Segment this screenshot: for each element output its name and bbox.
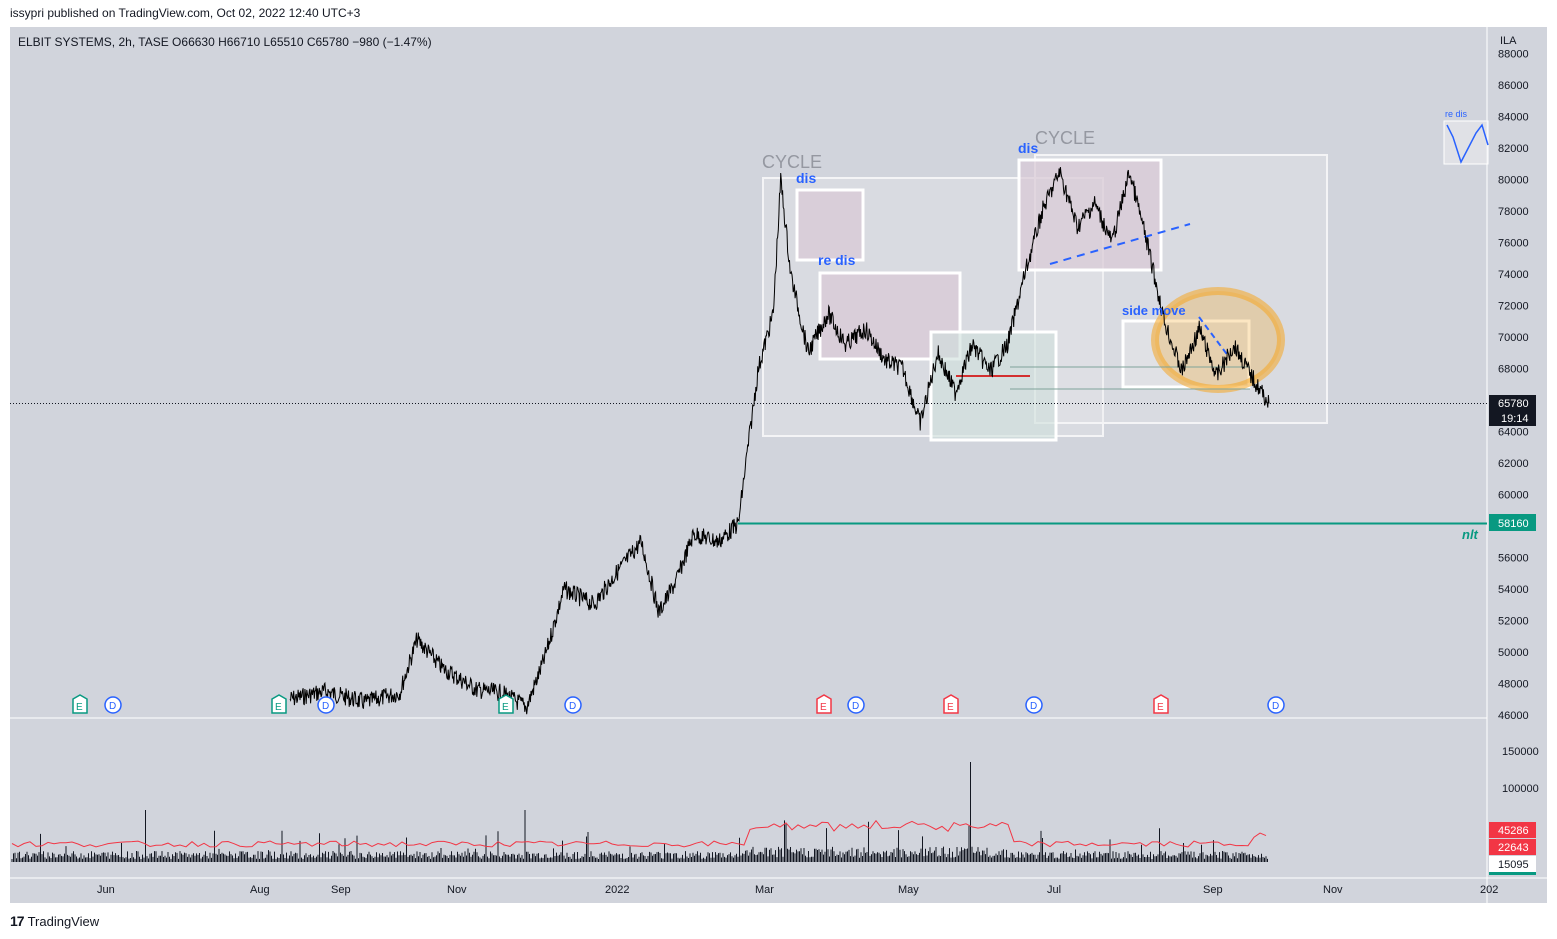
- vol-label-3: 15095: [1498, 859, 1529, 871]
- time-tick-0: Jun: [97, 884, 115, 896]
- inset-box[interactable]: [1443, 120, 1489, 165]
- trend-line[interactable]: [1049, 223, 1191, 265]
- tradingview-logo-icon[interactable]: 17: [10, 913, 25, 929]
- svg-text:D: D: [322, 701, 329, 712]
- vol-tick-100000: 100000: [1502, 783, 1539, 795]
- event-dividend-icon[interactable]: D: [1025, 696, 1043, 714]
- svg-text:D: D: [1030, 701, 1037, 712]
- price-tick-54000: 54000: [1498, 584, 1529, 596]
- price-tick-62000: 62000: [1498, 458, 1529, 470]
- svg-text:D: D: [109, 701, 116, 712]
- dis-box-1[interactable]: [795, 188, 865, 262]
- time-tick-3: Nov: [447, 884, 467, 896]
- price-tick-76000: 76000: [1498, 238, 1529, 250]
- price-tick-80000: 80000: [1498, 175, 1529, 187]
- volume-ma-line: [11, 819, 1267, 848]
- currency-label: ILA: [1500, 35, 1517, 47]
- price-tick-74000: 74000: [1498, 269, 1529, 281]
- event-dividend-icon[interactable]: D: [564, 696, 582, 714]
- time-tick-8: Sep: [1203, 884, 1223, 896]
- price-tick-50000: 50000: [1498, 647, 1529, 659]
- event-earnings-icon[interactable]: E: [1153, 694, 1169, 714]
- countdown-label: 19:14: [1501, 413, 1529, 425]
- side-move-arrow[interactable]: [1198, 316, 1230, 358]
- price-tick-48000: 48000: [1498, 679, 1529, 691]
- vol-label-1: 45286: [1498, 825, 1529, 837]
- vol-label-bg-2: [1489, 839, 1536, 855]
- support-line-label: nlt: [1462, 527, 1479, 542]
- inset-line: [1446, 123, 1489, 164]
- chart-area[interactable]: 88000 86000 84000 82000 80000 78000 76000 74000…: [10, 27, 1547, 903]
- inset-label: re dis: [1445, 109, 1468, 119]
- event-dividend-icon[interactable]: D: [317, 696, 335, 714]
- vol-label-green-bar: [1489, 872, 1536, 875]
- symbol-header[interactable]: ELBIT SYSTEMS, 2h, TASE O66630 H66710 L6…: [18, 35, 432, 49]
- volume-bars: [11, 762, 1268, 862]
- price-tick-84000: 84000: [1498, 112, 1529, 124]
- time-tick-6: May: [898, 884, 919, 896]
- price-tick-88000: 88000: [1498, 49, 1529, 61]
- time-axis: Jun Aug Sep Nov 2022 Mar May Jul Sep Nov 202: [97, 884, 1498, 896]
- volume-bar-path: [11, 762, 1268, 862]
- support-price-label: 58160: [1498, 518, 1529, 530]
- chart-svg[interactable]: 88000 86000 84000 82000 80000 78000 76000 74000…: [10, 27, 1547, 903]
- svg-text:E: E: [820, 702, 827, 713]
- time-tick-2: Sep: [331, 884, 351, 896]
- dis-label-1[interactable]: dis: [796, 170, 816, 186]
- svg-text:D: D: [569, 701, 576, 712]
- vol-label-bg-1: [1489, 822, 1536, 838]
- price-tick-86000: 86000: [1498, 80, 1529, 92]
- attribution: issypri published on TradingView.com, Oc…: [10, 6, 361, 20]
- event-earnings-icon[interactable]: E: [816, 694, 832, 714]
- side-move-label[interactable]: side move: [1122, 303, 1186, 318]
- cycle-label-2[interactable]: CYCLE: [1035, 128, 1095, 148]
- price-tick-64000: 64000: [1498, 427, 1529, 439]
- event-dividend-icon[interactable]: D: [1267, 696, 1285, 714]
- event-earnings-icon[interactable]: E: [271, 694, 287, 714]
- time-tick-7: Jul: [1047, 884, 1061, 896]
- footer: 17 TradingView: [10, 913, 99, 929]
- time-tick-5: Mar: [755, 884, 774, 896]
- last-price-label-bg: [1489, 395, 1536, 426]
- time-tick-1: Aug: [250, 884, 270, 896]
- price-tick-72000: 72000: [1498, 301, 1529, 313]
- svg-text:E: E: [502, 702, 509, 713]
- vol-label-2: 22643: [1498, 842, 1529, 854]
- svg-text:E: E: [76, 702, 83, 713]
- svg-text:E: E: [1157, 702, 1164, 713]
- event-earnings-icon[interactable]: E: [498, 694, 514, 714]
- vol-label-bg-3: [1489, 856, 1536, 872]
- last-price-label: 65780: [1498, 398, 1529, 410]
- cycle-label-1[interactable]: CYCLE: [762, 152, 822, 172]
- event-dividend-icon[interactable]: D: [104, 696, 122, 714]
- vol-tick-150000: 150000: [1502, 746, 1539, 758]
- price-series: [289, 166, 1270, 715]
- event-dividend-icon[interactable]: D: [847, 696, 865, 714]
- price-tick-68000: 68000: [1498, 364, 1529, 376]
- svg-text:E: E: [947, 702, 954, 713]
- svg-text:D: D: [1272, 701, 1279, 712]
- svg-text:E: E: [275, 702, 282, 713]
- dis-label-2[interactable]: dis: [1018, 140, 1038, 156]
- time-tick-4: 2022: [605, 884, 629, 896]
- event-earnings-icon[interactable]: E: [72, 694, 88, 714]
- price-tick-46000: 46000: [1498, 710, 1529, 722]
- time-tick-9: Nov: [1323, 884, 1343, 896]
- price-tick-60000: 60000: [1498, 490, 1529, 502]
- svg-text:D: D: [852, 701, 859, 712]
- footer-brand[interactable]: TradingView: [27, 913, 100, 929]
- price-line: [289, 166, 1270, 715]
- time-tick-10: 202: [1480, 884, 1498, 896]
- price-tick-70000: 70000: [1498, 332, 1529, 344]
- price-tick-52000: 52000: [1498, 616, 1529, 628]
- price-tick-56000: 56000: [1498, 553, 1529, 565]
- price-tick-78000: 78000: [1498, 206, 1529, 218]
- price-tick-82000: 82000: [1498, 143, 1529, 155]
- price-axis: 88000 86000 84000 82000 80000 78000 76000 74000…: [1498, 49, 1529, 723]
- event-earnings-icon[interactable]: E: [943, 694, 959, 714]
- re-dis-label[interactable]: re dis: [818, 252, 856, 268]
- support-label-bg: [1489, 514, 1536, 531]
